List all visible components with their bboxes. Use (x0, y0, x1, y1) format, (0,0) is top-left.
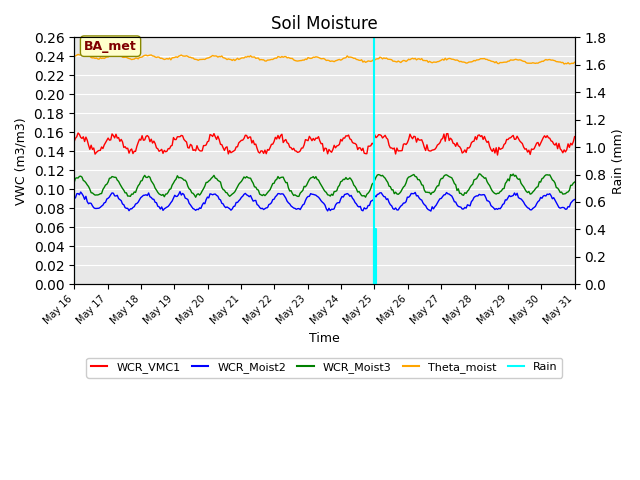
WCR_Moist3 (571, 179, 579, 185)
WCR_Moist2 (329, 206, 337, 212)
WCR_Moist2 (176, 189, 184, 194)
WCR_VMC1 (571, 134, 579, 140)
WCR_Moist3 (70, 180, 78, 185)
WCR_Moist3 (192, 194, 200, 200)
Theta_moist (70, 53, 78, 59)
Theta_moist (104, 54, 112, 60)
WCR_Moist2 (570, 197, 577, 203)
WCR_Moist3 (103, 181, 111, 187)
WCR_Moist2 (571, 197, 579, 203)
Title: Soil Moisture: Soil Moisture (271, 15, 378, 33)
WCR_VMC1 (70, 139, 78, 144)
WCR_VMC1 (428, 147, 436, 153)
WCR_Moist3 (570, 180, 577, 186)
Theta_moist (571, 60, 579, 65)
WCR_Moist2 (103, 196, 111, 202)
WCR_Moist3 (428, 190, 436, 195)
Theta_moist (78, 51, 86, 57)
Text: BA_met: BA_met (84, 40, 137, 53)
Theta_moist (329, 58, 337, 64)
Line: WCR_Moist3: WCR_Moist3 (74, 174, 575, 197)
WCR_Moist3 (504, 176, 512, 182)
WCR_VMC1 (570, 139, 577, 144)
WCR_Moist2 (427, 208, 435, 214)
Y-axis label: Rain (mm): Rain (mm) (612, 128, 625, 193)
WCR_Moist3 (329, 192, 337, 198)
Theta_moist (428, 60, 436, 66)
WCR_Moist2 (87, 201, 95, 206)
WCR_VMC1 (74, 130, 82, 136)
Theta_moist (570, 60, 577, 66)
WCR_VMC1 (329, 147, 337, 153)
Y-axis label: VWC (m3/m3): VWC (m3/m3) (15, 117, 28, 204)
Theta_moist (503, 59, 511, 65)
Line: Theta_moist: Theta_moist (74, 54, 575, 64)
Line: WCR_VMC1: WCR_VMC1 (74, 133, 575, 155)
Legend: WCR_VMC1, WCR_Moist2, WCR_Moist3, Theta_moist, Rain: WCR_VMC1, WCR_Moist2, WCR_Moist3, Theta_… (86, 358, 563, 378)
WCR_Moist3 (87, 190, 95, 196)
Theta_moist (88, 55, 96, 61)
WCR_VMC1 (504, 137, 512, 143)
WCR_Moist2 (429, 206, 437, 212)
Theta_moist (560, 61, 568, 67)
WCR_Moist3 (476, 171, 483, 177)
Line: WCR_Moist2: WCR_Moist2 (74, 192, 575, 211)
WCR_VMC1 (104, 135, 112, 141)
WCR_Moist2 (70, 196, 78, 202)
X-axis label: Time: Time (309, 332, 340, 345)
WCR_VMC1 (493, 152, 501, 158)
WCR_Moist2 (504, 195, 512, 201)
WCR_VMC1 (88, 146, 96, 152)
